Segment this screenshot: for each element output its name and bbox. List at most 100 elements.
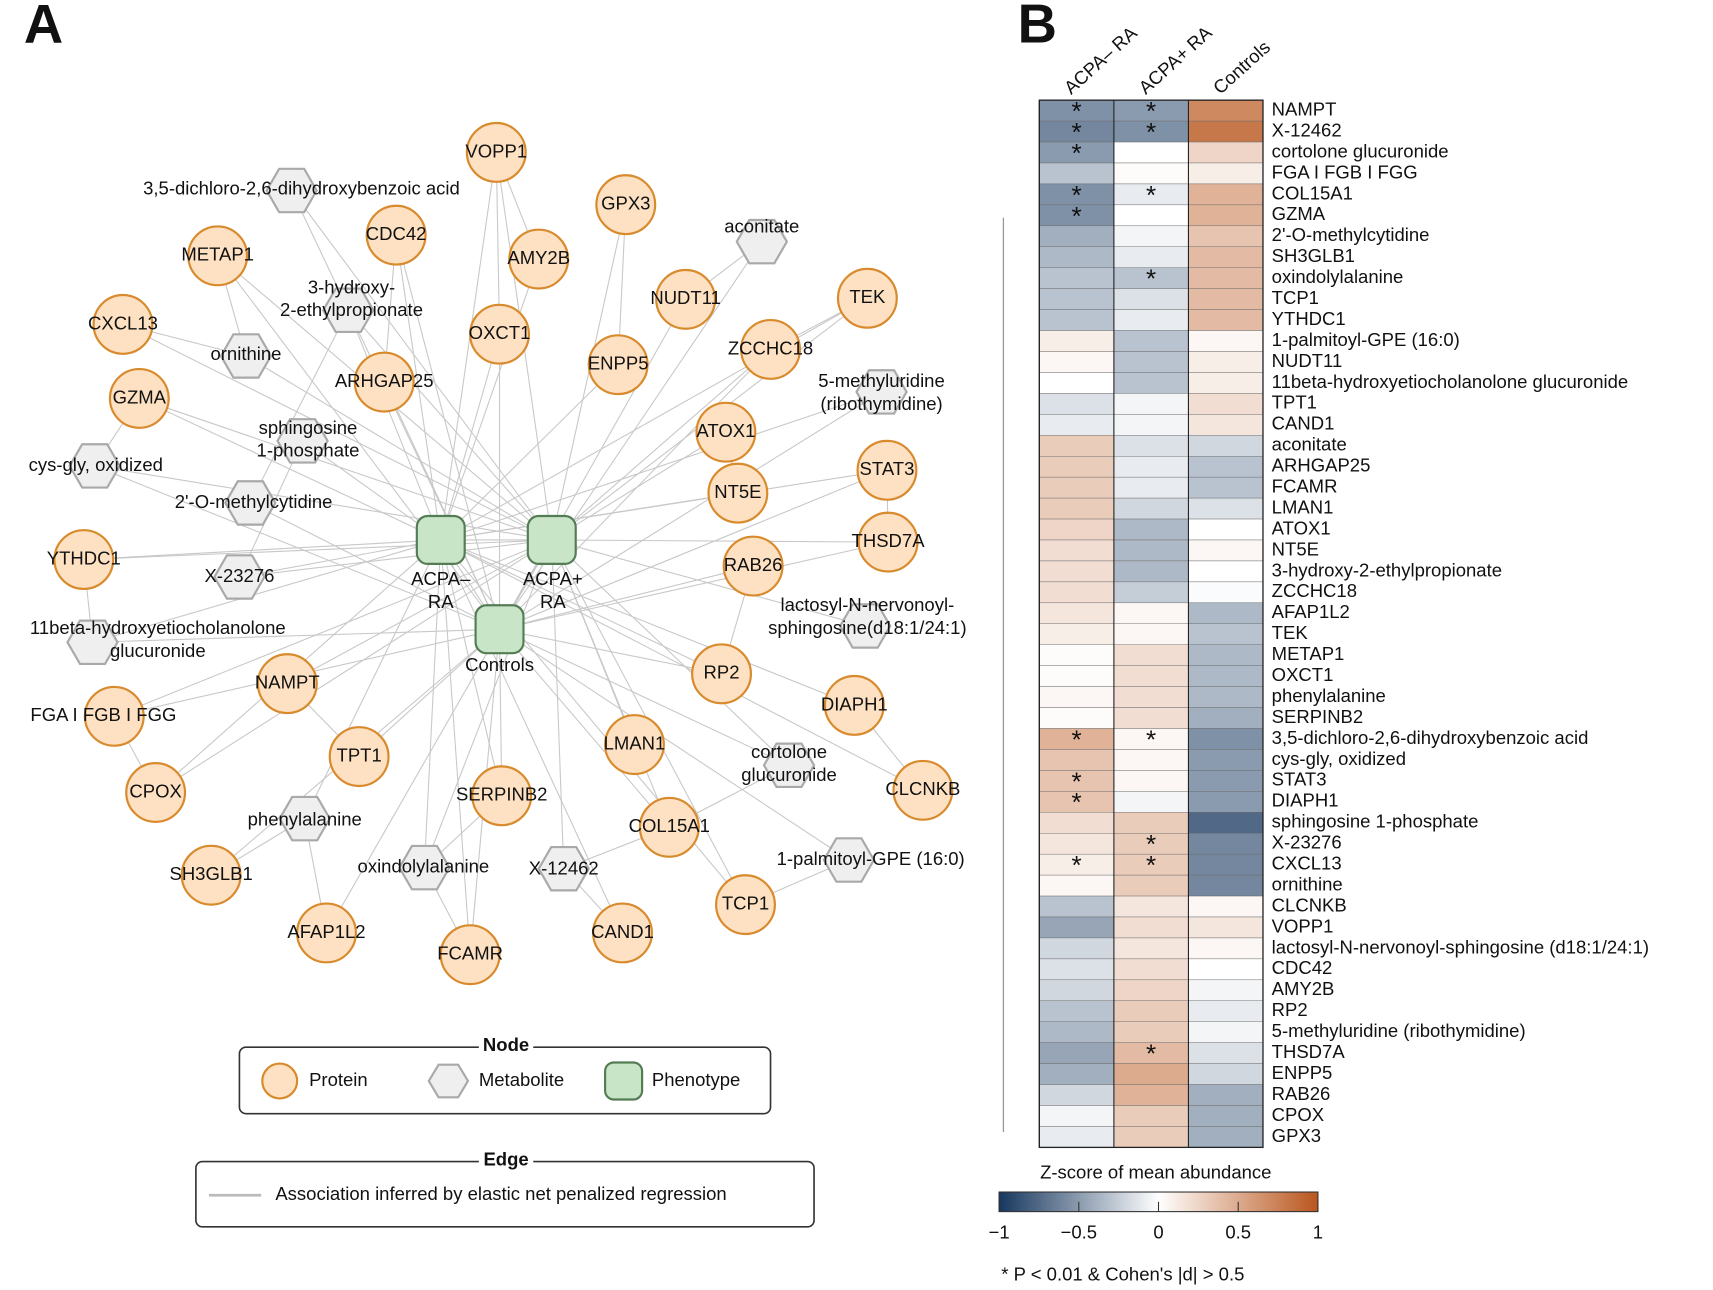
node-label: NAMPT [255,672,320,693]
node-label: AMY2B [507,247,570,268]
column-label: Controls [1209,36,1274,98]
node-label: CLCNKB [885,778,960,799]
heatmap-cell [1039,435,1115,457]
metabolite-node [398,844,451,891]
heatmap-cell [1188,895,1264,918]
row-label: NAMPT [1272,99,1337,120]
legend-label: Metabolite [479,1069,564,1090]
protein-node [108,367,170,429]
legend-phenotype-icon [604,1061,644,1101]
heatmap-cell [1039,979,1115,1001]
edge [155,539,553,793]
heatmap-cell [1039,644,1115,666]
edge [440,539,471,955]
heatmap-cell [1039,1126,1115,1148]
node-label: oxindolylalanine [358,856,490,877]
heatmap-cell [1188,1105,1264,1127]
metabolite-node [219,333,273,379]
heatmap-cell [1113,874,1189,897]
heatmap-cell [1113,602,1189,624]
edge [239,539,552,578]
heatmap-cell [1188,1000,1264,1022]
significance-star: * [1072,724,1082,754]
node-label: 5-methyluridine [818,370,944,391]
heatmap-cell [1113,937,1189,960]
heatmap-cell [1188,330,1264,352]
metabolite-node [321,287,375,334]
heatmap-cell [1188,874,1264,897]
protein-node [365,204,427,266]
heatmap-cell [1188,183,1264,206]
heatmap-cell [1188,581,1264,604]
protein-node [595,174,657,236]
node-label: CDC42 [366,223,427,244]
heatmap-cell [1113,1084,1189,1106]
node-label: 2-ethylpropionate [280,299,423,320]
protein-node [856,439,918,501]
node-label: 1-phosphate [257,440,360,461]
heatmap-cell [1188,351,1264,373]
node-label: VOPP1 [465,140,527,161]
protein-node [592,902,653,964]
node-label: 11beta-hydroxyetiocholanolone [30,617,286,638]
row-label: RAB26 [1272,1083,1331,1104]
row-label: ARHGAP25 [1272,455,1371,476]
legend-label: Phenotype [652,1069,740,1090]
heatmap-cell [1039,225,1115,247]
protein-node [296,902,357,964]
row-label: oxindolylalanine [1272,266,1404,287]
row-label: 3,5-dichloro-2,6-dihydroxybenzoic acid [1272,727,1589,748]
heatmap-cell [1113,518,1189,541]
node-label: ZCCHC18 [728,337,813,358]
node-label: ACPA+ [523,568,583,589]
row-label: CLCNKB [1272,894,1347,915]
heatmap-cell [1113,414,1189,436]
edge [139,397,552,541]
edge [94,465,552,541]
row-label: CDC42 [1272,957,1333,978]
node-label: SH3GLB1 [169,863,252,884]
heatmap-cell [1188,1084,1264,1106]
protein-node [92,293,154,355]
significance-star: * [1072,787,1082,817]
significance-star: * [1072,766,1082,796]
heatmap-cell [1113,1105,1189,1127]
node-label: METAP1 [181,244,254,265]
heatmap-cell [1188,204,1264,227]
row-label: ENPP5 [1272,1062,1333,1083]
heatmap-cell [1039,351,1115,373]
node-label: lactosyl-N-nervonoyl- [781,594,955,615]
node-label: THSD7A [852,530,926,551]
heatmap-cell [1188,853,1264,876]
colorbar-tick-label: −1 [989,1221,1010,1242]
node-label: cortolone [751,741,827,762]
heatmap-cell [1039,812,1115,834]
protein-node [125,762,187,823]
significance-star: * [1072,201,1082,231]
row-label: TPT1 [1272,392,1317,413]
node-label: 1-palmitoyl-GPE (16:0) [777,848,965,869]
metabolite-node [68,443,121,489]
row-label: CPOX [1272,1104,1324,1125]
edge [92,628,500,643]
edge [499,391,882,630]
heatmap-cell [1188,833,1264,855]
edge [347,309,553,541]
row-label: lactosyl-N-nervonoyl-sphingosine (d18:1/… [1272,936,1649,957]
heatmap-cell [1113,435,1189,457]
protein-node [439,924,501,986]
metabolite-node [213,554,266,600]
row-label: X-23276 [1272,832,1342,853]
protein-node [740,318,801,380]
legend-title: Edge [483,1148,528,1169]
heatmap-cell [1188,916,1264,939]
heatmap-cell [1188,979,1264,1001]
heatmap-cell [1113,958,1189,981]
node-label: TCP1 [722,893,769,914]
edge [440,539,722,675]
heatmap-cell [1188,749,1264,771]
row-label: STAT3 [1272,769,1327,790]
metabolite-node [822,837,876,883]
edge-layer [83,152,924,955]
node-label: X-12462 [529,858,599,879]
